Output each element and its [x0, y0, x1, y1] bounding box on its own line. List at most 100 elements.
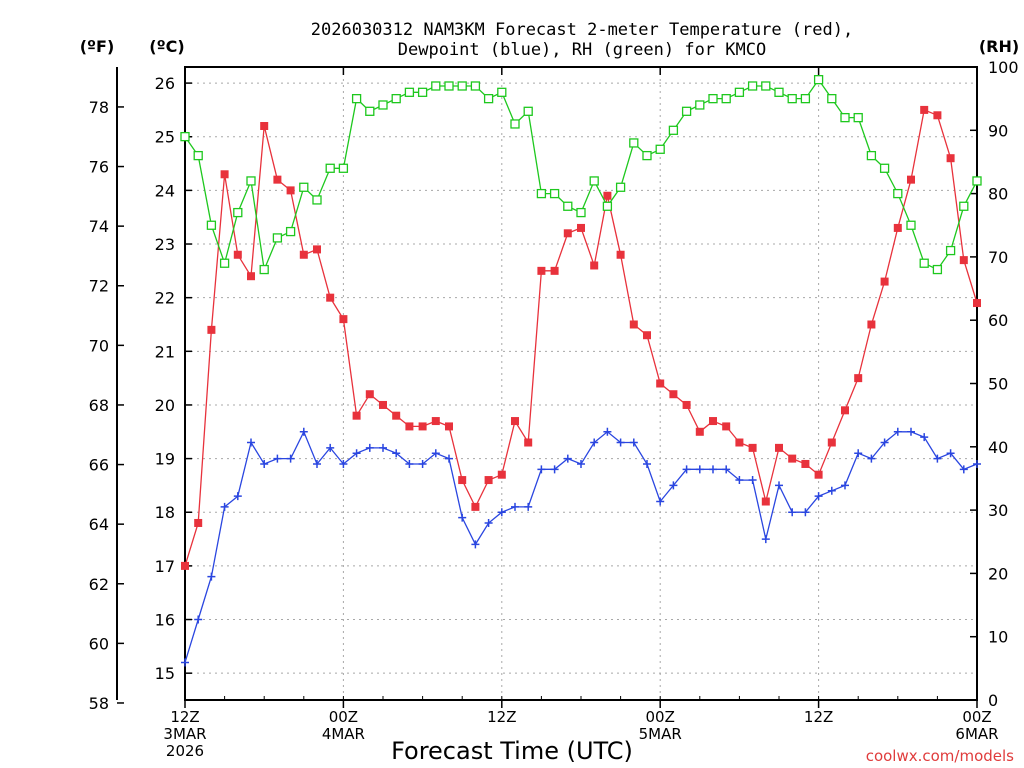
rh-point [721, 94, 731, 104]
rh-point [246, 176, 256, 186]
dewpoint-point [973, 459, 981, 468]
2-meter-temperature-point [405, 422, 414, 431]
dewpoint-point [616, 438, 625, 447]
dewpoint-point [735, 476, 744, 485]
2-meter-temperature-point [418, 422, 427, 431]
rh-point [431, 81, 441, 91]
rh-point [893, 188, 903, 199]
rh-point [180, 131, 190, 142]
2-meter-temperature-point [286, 186, 295, 195]
dewpoint-point [748, 476, 757, 485]
rh-point [840, 112, 850, 123]
2-meter-temperature-point [392, 411, 401, 420]
rh-point [417, 87, 428, 97]
2-meter-temperature-point [497, 470, 506, 479]
rh-point [906, 220, 916, 230]
2-meter-temperature-point [933, 111, 942, 120]
dewpoint-point [471, 540, 480, 549]
celsius-unit-label: (ºC) [149, 37, 184, 56]
rh-point [444, 81, 454, 91]
x-tick-label: 4MAR [322, 725, 365, 743]
rh-point [708, 94, 718, 104]
rh-point [193, 150, 203, 161]
celsius-tick-label: 18 [155, 503, 175, 522]
2-meter-temperature-point [299, 250, 308, 259]
rh-point [800, 94, 811, 104]
x-tick-label: 00Z [329, 708, 358, 726]
dewpoint-point [431, 449, 440, 458]
2-meter-temperature-point [814, 470, 823, 479]
rh-tick-label: 100 [988, 58, 1019, 77]
x-tick-label: 12Z [170, 708, 199, 726]
fahrenheit-tick-label: 60 [89, 634, 109, 653]
rh-point [391, 94, 401, 104]
rh-tick-label: 0 [988, 691, 998, 710]
dewpoint-point [590, 438, 599, 447]
dewpoint-point [207, 572, 216, 581]
dewpoint-point [709, 465, 717, 474]
rh-point [615, 182, 626, 192]
rh-point [338, 163, 349, 173]
rh-point [602, 201, 613, 211]
2-meter-temperature-point [880, 277, 889, 286]
2-meter-temperature-point [537, 266, 546, 275]
dewpoint-point [392, 449, 401, 458]
x-tick-label: 12Z [804, 708, 833, 726]
dewpoint-point [445, 454, 453, 463]
dewpoint-point [365, 443, 374, 452]
2-meter-temperature-point [867, 320, 876, 329]
dewpoint-point [286, 454, 295, 463]
2-meter-temperature-point [841, 406, 849, 415]
chart-title-line1: 2026030312 NAM3KM Forecast 2-meter Tempe… [311, 20, 853, 40]
rh-tick-label: 90 [988, 121, 1008, 140]
chart-title-line2: Dewpoint (blue), RH (green) for KMCO [398, 40, 766, 60]
celsius-tick-label: 16 [155, 611, 175, 630]
2-meter-temperature-point [247, 272, 255, 281]
rh-tick-label: 70 [988, 248, 1008, 267]
fahrenheit-unit-label: (ºF) [80, 37, 115, 56]
dewpoint-point [299, 427, 308, 436]
rh-point [299, 182, 309, 192]
2-meter-temperature-point [973, 299, 981, 308]
rh-point [932, 264, 943, 275]
rh-tick-label: 50 [988, 375, 1008, 394]
2-meter-temperature-point [616, 250, 625, 259]
2-meter-temperature-point [458, 476, 467, 485]
rh-point [668, 125, 679, 135]
dewpoint-point [194, 615, 203, 624]
fahrenheit-tick-label: 62 [89, 575, 109, 594]
rh-point [945, 245, 956, 256]
dewpoint-point [827, 486, 836, 495]
2-meter-temperature-point [260, 122, 269, 131]
fahrenheit-tick-label: 72 [89, 277, 109, 296]
rh-point [853, 112, 863, 123]
dewpoint-point [893, 427, 902, 436]
rh-tick-label: 20 [988, 564, 1008, 583]
2-meter-temperature-point [194, 518, 203, 527]
rh-unit-label: (RH) [979, 37, 1019, 56]
credit-text: coolwx.com/models [866, 747, 1014, 765]
rh-point [536, 188, 547, 199]
dewpoint-point [405, 459, 414, 468]
2-meter-temperature-point [365, 390, 374, 399]
x-tick-label: 5MAR [639, 725, 682, 743]
dewpoint-point [537, 465, 546, 474]
dewpoint-point [682, 465, 691, 474]
2-meter-temperature-point [273, 175, 282, 184]
2-meter-temperature-point [695, 427, 704, 436]
rh-point [563, 201, 573, 211]
rh-point [642, 150, 652, 161]
2-meter-temperature-point [893, 223, 902, 232]
rh-tick-label: 10 [988, 628, 1008, 647]
2-meter-temperature-point [920, 105, 929, 114]
2-meter-temperature-point [682, 400, 691, 409]
dewpoint-point [603, 427, 612, 436]
2-meter-temperature-point [220, 170, 229, 179]
2-meter-temperature-point [207, 325, 216, 334]
rh-point [510, 119, 520, 129]
2-meter-temperature-point [656, 379, 665, 388]
celsius-tick-label: 17 [155, 557, 175, 576]
dewpoint-point [775, 481, 783, 490]
dewpoint-point [656, 497, 665, 506]
series-layer [180, 75, 982, 667]
